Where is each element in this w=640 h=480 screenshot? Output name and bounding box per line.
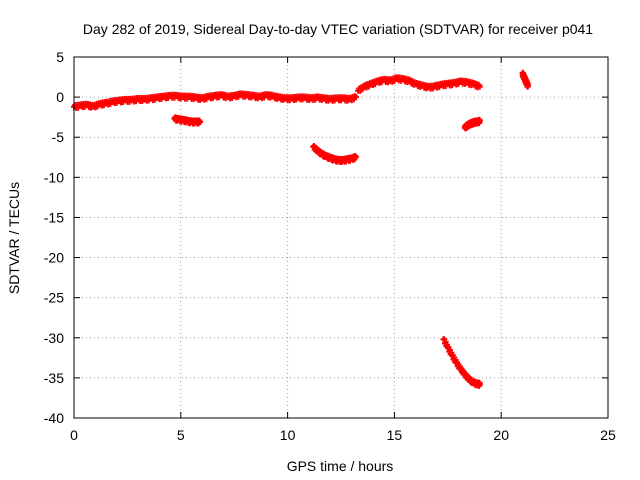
data-point	[524, 82, 531, 89]
x-tick-label: 5	[177, 427, 185, 443]
data-points	[71, 69, 531, 389]
chart-title: Day 282 of 2019, Sidereal Day-to-day VTE…	[83, 21, 593, 37]
y-tick-label: -25	[44, 290, 64, 306]
y-tick-label: -20	[44, 250, 64, 266]
y-tick-label: -10	[44, 169, 64, 185]
y-tick-label: -15	[44, 209, 64, 225]
grid-lines	[74, 57, 608, 418]
data-point	[352, 94, 359, 101]
x-tick-label: 0	[70, 427, 78, 443]
y-tick-label: -35	[44, 370, 64, 386]
plot-frame	[73, 56, 609, 419]
x-axis-ticks: 0 5 10 15 20 25	[70, 57, 616, 443]
y-tick-label: -30	[44, 330, 64, 346]
data-point	[476, 381, 483, 388]
data-point	[352, 154, 359, 161]
y-tick-label: 5	[56, 49, 64, 65]
data-point	[197, 118, 204, 125]
x-tick-label: 10	[280, 427, 296, 443]
data-point	[476, 83, 483, 90]
y-tick-label: -40	[44, 410, 64, 426]
x-tick-label: 20	[493, 427, 509, 443]
x-tick-label: 15	[387, 427, 403, 443]
y-axis-ticks: 5 0 -5 -10 -15 -20 -25 -30 -35 -40	[44, 49, 608, 426]
y-tick-label: -5	[52, 129, 65, 145]
data-point	[476, 118, 483, 125]
y-tick-label: 0	[56, 89, 64, 105]
y-axis-label: SDTVAR / TECUs	[6, 182, 22, 294]
x-tick-label: 25	[600, 427, 616, 443]
x-axis-label: GPS time / hours	[287, 458, 394, 474]
